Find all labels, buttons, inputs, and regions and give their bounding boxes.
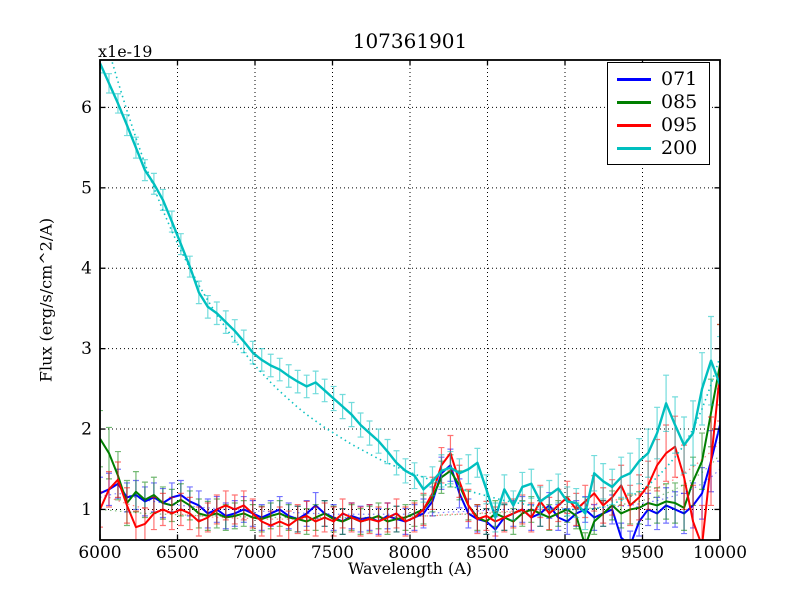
- y-tick-label: 5: [81, 178, 92, 198]
- legend-line-swatch: [617, 101, 651, 104]
- legend: 071 085 095 200: [607, 62, 710, 165]
- y-axis-offset-label: x1e-19: [98, 42, 153, 61]
- model-095-dotted-line: [100, 441, 720, 520]
- series-200-line: [100, 62, 720, 519]
- series-085-line: [100, 364, 720, 540]
- legend-label: 085: [661, 91, 698, 113]
- x-tick-label: 8500: [466, 543, 509, 563]
- legend-entry-200: 200: [608, 137, 709, 160]
- legend-label: 095: [661, 114, 698, 136]
- y-tick-label: 4: [81, 259, 92, 279]
- x-tick-label: 10000: [693, 543, 747, 563]
- y-tick-label: 3: [81, 339, 92, 359]
- y-axis-label: Flux (erg/s/cm^2/A): [36, 217, 56, 383]
- y-tick-label: 2: [81, 420, 92, 440]
- y-tick-label: 6: [81, 98, 92, 118]
- y-tick-label: 1: [81, 500, 92, 520]
- x-tick-label: 7500: [311, 543, 354, 563]
- legend-entry-085: 085: [608, 91, 709, 114]
- legend-line-swatch: [617, 78, 651, 81]
- model-085-dotted-line: [100, 454, 720, 519]
- x-tick-label: 9500: [621, 543, 664, 563]
- legend-entry-095: 095: [608, 114, 709, 137]
- data-layer: [100, 60, 720, 540]
- x-tick-label: 9000: [543, 543, 586, 563]
- x-tick-label: 8000: [388, 543, 431, 563]
- legend-line-swatch: [617, 147, 651, 150]
- plot-title: 107361901: [352, 29, 468, 53]
- x-tick-label: 6000: [78, 543, 121, 563]
- legend-line-swatch: [617, 124, 651, 127]
- series-071-line: [100, 424, 720, 540]
- model-071-dotted-line: [100, 468, 720, 515]
- legend-entry-071: 071: [608, 68, 709, 91]
- axes-frame: [99, 59, 721, 541]
- series-085-errorbars: [100, 323, 720, 540]
- legend-label: 071: [661, 68, 698, 90]
- tick-labels: 6000 6500 7000 7500 8000 8500 9000 9500 10000 1 2 3…: [78, 98, 747, 563]
- x-axis-label: Wavelength (A): [347, 559, 473, 578]
- model-200-dotted-line: [110, 60, 720, 511]
- x-tick-label: 7000: [233, 543, 276, 563]
- x-tick-label: 6500: [156, 543, 199, 563]
- legend-label: 200: [661, 137, 698, 159]
- series-095-line: [100, 372, 720, 540]
